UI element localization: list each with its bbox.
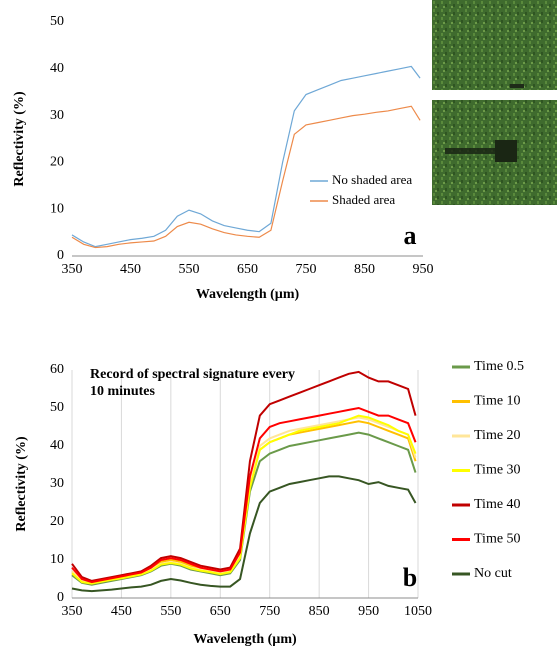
x-tick-label: 750 xyxy=(296,262,317,277)
legend-label: Time 20 xyxy=(474,428,521,443)
legend-label: No cut xyxy=(474,566,512,581)
panel-label: a xyxy=(404,221,417,250)
y-tick-label: 40 xyxy=(50,438,64,453)
x-tick-label: 650 xyxy=(210,604,231,619)
x-tick-label: 650 xyxy=(237,262,258,277)
x-tick-label: 750 xyxy=(259,604,280,619)
y-tick-label: 60 xyxy=(50,362,64,377)
series-line xyxy=(71,475,417,593)
series-line xyxy=(71,105,421,249)
y-axis-title: Reflectivity (%) xyxy=(14,436,29,532)
legend-label: No shaded area xyxy=(332,172,412,187)
x-tick-label: 350 xyxy=(62,604,83,619)
y-tick-label: 10 xyxy=(50,201,64,216)
chart-title: Record of spectral signature every 10 min… xyxy=(90,367,295,399)
legend-label: Time 50 xyxy=(474,532,521,547)
y-tick-label: 0 xyxy=(57,590,64,605)
series-line xyxy=(71,406,417,584)
photo-shaded xyxy=(432,100,557,205)
y-tick-label: 10 xyxy=(50,552,64,567)
x-axis-title: Wavelength (µm) xyxy=(196,287,300,302)
x-tick-label: 950 xyxy=(413,262,434,277)
photo-unshaded xyxy=(432,0,557,90)
panel-label: b xyxy=(403,563,417,592)
x-tick-label: 1050 xyxy=(404,604,432,619)
x-tick-label: 450 xyxy=(120,262,141,277)
series-line xyxy=(71,370,417,582)
y-tick-label: 50 xyxy=(50,14,64,29)
legend-label: Time 40 xyxy=(474,497,521,512)
legend-label: Time 0.5 xyxy=(474,359,524,374)
y-axis-title: Reflectivity (%) xyxy=(12,91,27,187)
x-tick-label: 850 xyxy=(354,262,375,277)
series-line xyxy=(71,65,421,248)
y-tick-label: 0 xyxy=(57,248,64,263)
legend-label: Shaded area xyxy=(332,192,395,207)
x-tick-label: 450 xyxy=(111,604,132,619)
y-tick-label: 30 xyxy=(50,108,64,123)
x-tick-label: 950 xyxy=(358,604,379,619)
y-tick-label: 20 xyxy=(50,155,64,170)
legend-label: Time 30 xyxy=(474,463,521,478)
y-tick-label: 50 xyxy=(50,400,64,415)
x-tick-label: 850 xyxy=(309,604,330,619)
x-axis-title: Wavelength (µm) xyxy=(193,632,297,647)
x-tick-label: 550 xyxy=(179,262,200,277)
legend-label: Time 10 xyxy=(474,394,521,409)
chart-title-line: Record of spectral signature every xyxy=(90,367,295,382)
y-tick-label: 20 xyxy=(50,514,64,529)
chart-title-line: 10 minutes xyxy=(90,384,156,399)
x-tick-label: 350 xyxy=(62,262,83,277)
series-line xyxy=(71,414,417,585)
y-tick-label: 40 xyxy=(50,61,64,76)
y-tick-label: 30 xyxy=(50,476,64,491)
x-tick-label: 550 xyxy=(160,604,181,619)
